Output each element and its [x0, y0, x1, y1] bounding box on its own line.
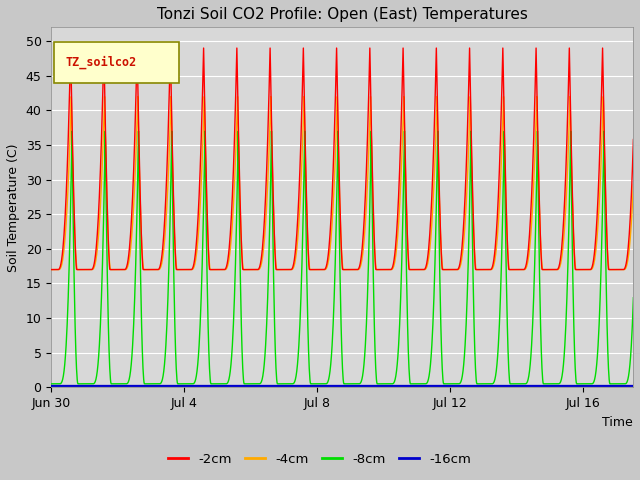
- Text: Time: Time: [602, 416, 633, 429]
- Text: TZ_soilco2: TZ_soilco2: [66, 56, 137, 69]
- Title: Tonzi Soil CO2 Profile: Open (East) Temperatures: Tonzi Soil CO2 Profile: Open (East) Temp…: [157, 7, 527, 22]
- FancyBboxPatch shape: [54, 42, 179, 83]
- Y-axis label: Soil Temperature (C): Soil Temperature (C): [7, 143, 20, 272]
- Legend: -2cm, -4cm, -8cm, -16cm: -2cm, -4cm, -8cm, -16cm: [163, 447, 477, 471]
